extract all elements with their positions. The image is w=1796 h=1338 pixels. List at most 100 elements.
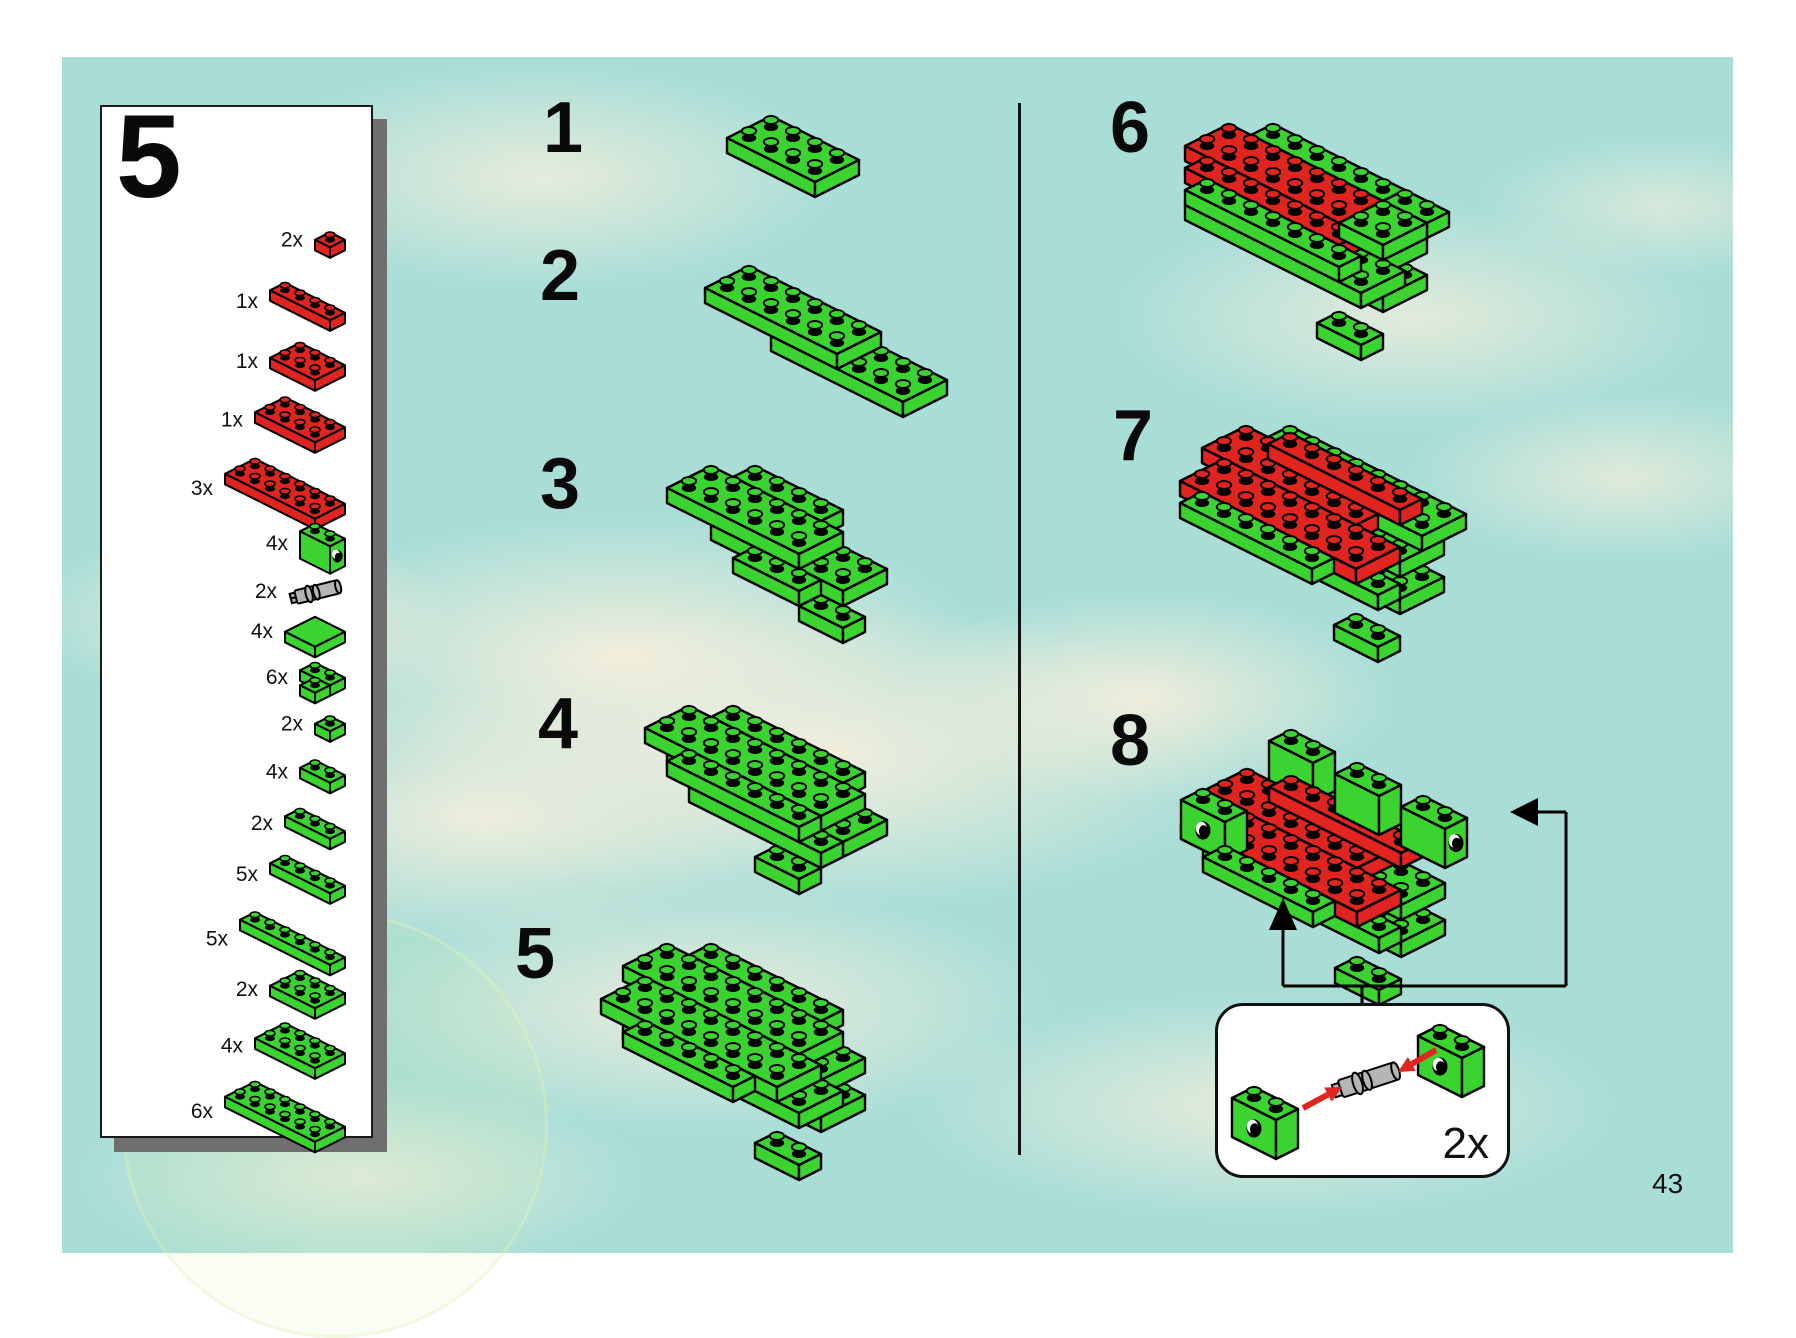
stud-side <box>1393 868 1409 876</box>
stud-side <box>725 984 741 992</box>
stud-side <box>250 463 260 470</box>
stud-side <box>295 295 305 301</box>
stud-top <box>279 487 291 495</box>
stud-side <box>1348 554 1364 562</box>
stud-top <box>1303 443 1321 453</box>
stud-top <box>1282 729 1300 739</box>
stud-side <box>1282 440 1298 448</box>
stud-side <box>769 735 785 743</box>
stud-side <box>835 790 851 798</box>
brick-right-face <box>797 1152 823 1182</box>
stud-top <box>1220 167 1238 177</box>
stud-side <box>1305 853 1321 861</box>
stud-side <box>1221 175 1237 183</box>
stud-side <box>1331 186 1347 194</box>
stud-top <box>658 1009 676 1019</box>
stud-top <box>294 1103 306 1111</box>
stud-side <box>1261 809 1277 817</box>
stud-top <box>1352 211 1370 221</box>
stud-side <box>1243 208 1259 216</box>
stud-side <box>1349 770 1365 778</box>
stud-top <box>1220 189 1238 199</box>
stud-side <box>1348 473 1364 481</box>
stud-side <box>1261 853 1277 861</box>
stud-side <box>1348 510 1364 518</box>
stud-side <box>681 1050 697 1058</box>
stud-side <box>280 932 290 938</box>
stud-top <box>768 976 786 986</box>
stud-top <box>740 265 758 275</box>
brick-right-face <box>797 578 823 608</box>
stud-top <box>1216 799 1234 809</box>
stud-top <box>309 1052 321 1060</box>
stud-side <box>681 962 697 970</box>
stud-top <box>812 749 830 759</box>
stud-side <box>813 838 829 846</box>
stud-side <box>747 768 763 776</box>
stud-side <box>725 735 741 743</box>
stud-top <box>309 759 321 767</box>
stud-top <box>264 480 276 488</box>
stud-top <box>1303 502 1321 512</box>
stud-side <box>265 486 275 492</box>
part-count-label: 6x <box>190 1100 213 1123</box>
stud-top <box>850 320 868 330</box>
stud-side <box>250 478 260 485</box>
stud-top <box>1282 775 1300 785</box>
stud-side <box>1260 488 1276 496</box>
stud-top <box>1348 889 1366 899</box>
stud-side <box>1239 864 1255 872</box>
stud-top <box>1282 834 1300 844</box>
stud-top <box>309 522 321 530</box>
stud-top <box>812 1020 830 1030</box>
part-count-label: 2x <box>280 228 303 251</box>
step-number-1: 1 <box>543 88 584 168</box>
stud-side <box>769 779 785 787</box>
stud-side <box>725 779 741 787</box>
stud-side <box>857 565 873 573</box>
brick-right-face <box>314 630 346 659</box>
stud-top <box>309 1125 321 1133</box>
stud-top <box>1259 480 1277 490</box>
stud-side <box>785 295 801 303</box>
stud-top <box>680 749 698 759</box>
stud-top <box>680 1020 698 1030</box>
stud-side <box>747 517 763 525</box>
stud-side <box>747 995 763 1003</box>
stud-side <box>725 1028 741 1036</box>
stud-top <box>279 472 291 480</box>
stud-side <box>1370 580 1386 588</box>
brick-right-face <box>841 615 867 645</box>
brick-right-face <box>819 840 845 870</box>
stud-side <box>1282 521 1298 529</box>
stud-side <box>1349 853 1365 861</box>
stud-side <box>763 145 779 153</box>
stud-side <box>310 1058 320 1064</box>
stud-top <box>1330 311 1348 321</box>
stud-top <box>1374 259 1392 269</box>
stud-side <box>769 506 785 514</box>
stud-top <box>1281 432 1299 442</box>
stud-top <box>294 403 306 411</box>
stud-side <box>1199 142 1215 150</box>
stud-side <box>295 424 305 431</box>
technic-hole-inner <box>1435 1061 1446 1073</box>
stud-top <box>279 854 291 862</box>
stud-top <box>894 357 912 367</box>
stud-top <box>1193 491 1211 501</box>
stud-side <box>295 1050 305 1057</box>
stud-side <box>310 947 320 953</box>
stud-side <box>1283 783 1299 791</box>
stud-side <box>1282 543 1298 551</box>
brick-right-face <box>797 866 823 896</box>
part-row-7: 2x <box>255 572 349 612</box>
stud-top <box>746 738 764 748</box>
stud-side <box>1327 842 1343 850</box>
stud-top <box>279 1110 291 1118</box>
part-count-label: 6x <box>265 666 288 689</box>
stud-top <box>724 1020 742 1030</box>
stud-top <box>790 1142 808 1152</box>
stud-side <box>325 721 335 727</box>
stud-top <box>1282 878 1300 888</box>
stud-side <box>295 990 305 997</box>
